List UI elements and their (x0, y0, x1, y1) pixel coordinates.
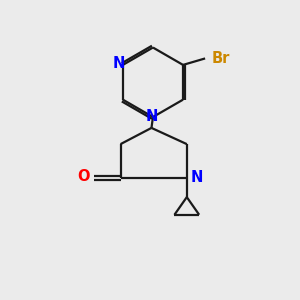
Text: N: N (113, 56, 125, 71)
Text: O: O (77, 169, 90, 184)
Text: N: N (145, 110, 158, 124)
Text: N: N (190, 170, 203, 185)
Text: Br: Br (212, 51, 230, 66)
